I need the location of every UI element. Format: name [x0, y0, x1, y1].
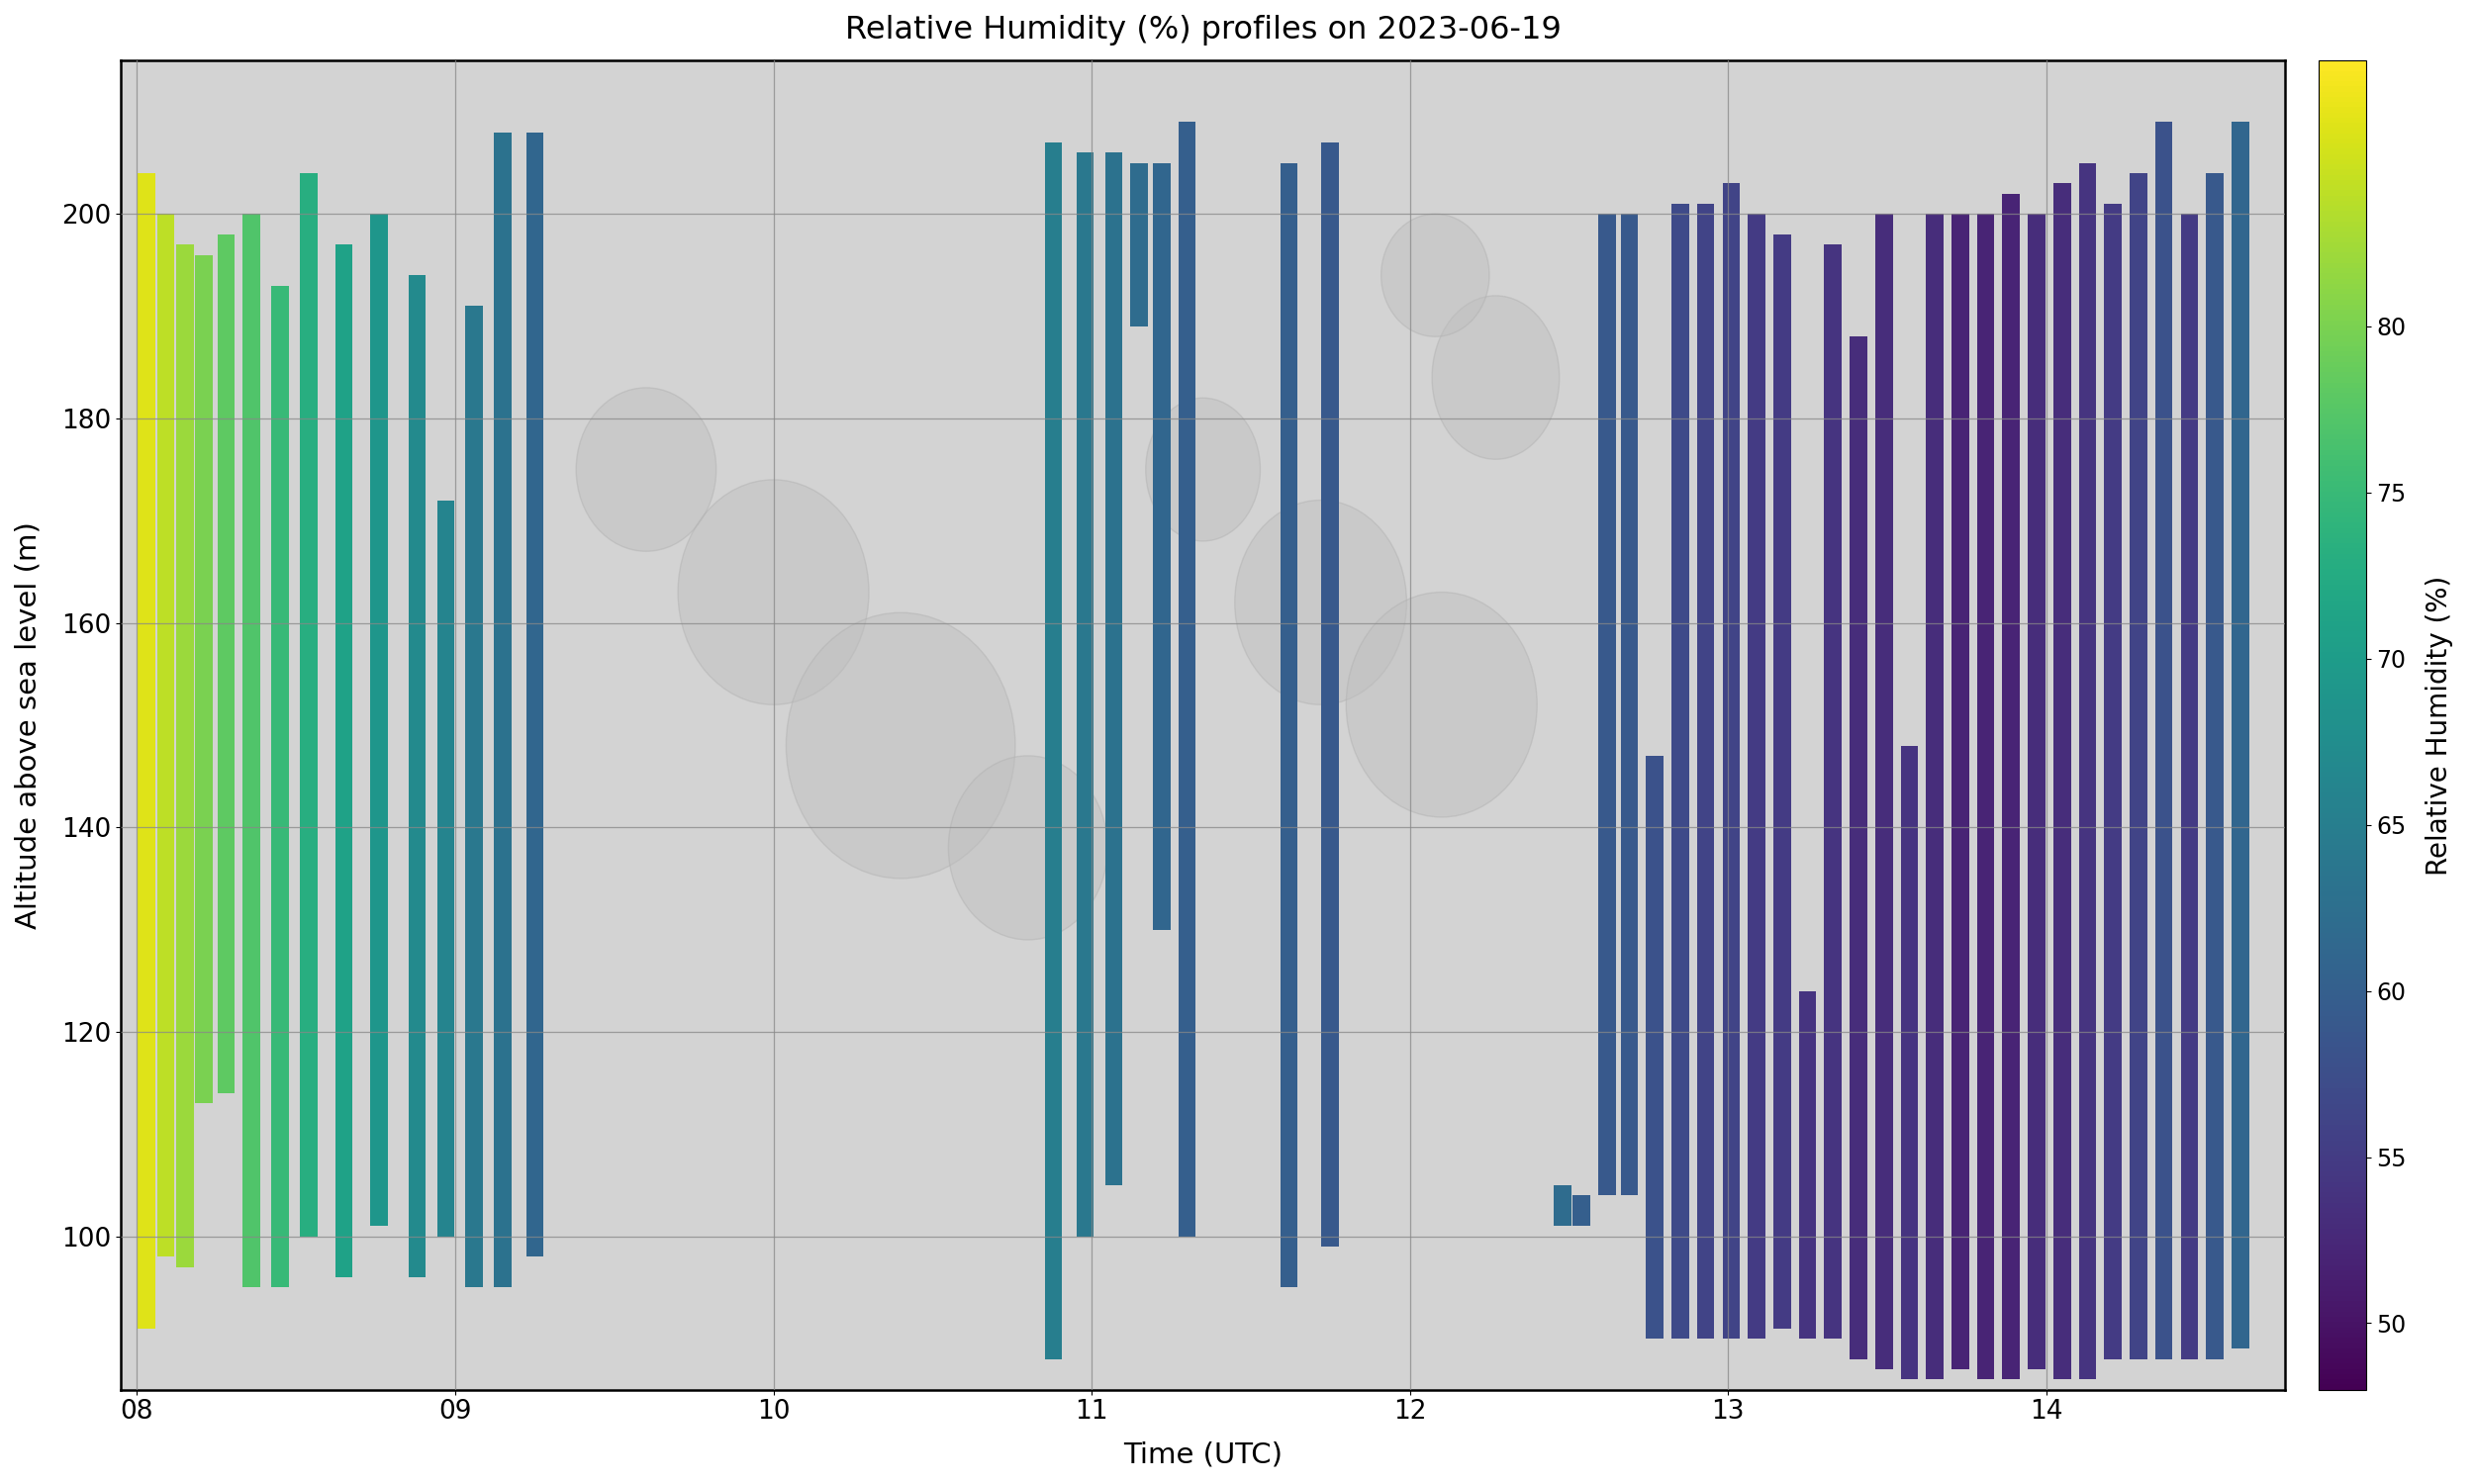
Bar — [1900, 745, 1917, 1380]
Bar — [2105, 203, 2123, 1359]
Bar — [2130, 174, 2147, 1359]
Bar — [195, 255, 213, 1104]
Bar — [299, 174, 317, 1236]
Bar — [176, 245, 193, 1267]
Bar — [1823, 245, 1841, 1339]
Ellipse shape — [1380, 214, 1489, 337]
Bar — [2207, 174, 2224, 1359]
Ellipse shape — [576, 387, 715, 551]
Bar — [495, 132, 512, 1288]
Bar — [1927, 214, 1945, 1380]
Bar — [2078, 163, 2095, 1380]
Bar — [1799, 991, 1816, 1339]
Ellipse shape — [678, 479, 868, 705]
Bar — [2180, 214, 2197, 1359]
Bar — [465, 306, 482, 1288]
Bar — [1076, 153, 1094, 1236]
Title: Relative Humidity (%) profiles on 2023-06-19: Relative Humidity (%) profiles on 2023-0… — [844, 15, 1561, 46]
Bar — [1851, 337, 1868, 1359]
Bar — [334, 245, 354, 1278]
Bar — [408, 275, 426, 1278]
Bar — [2053, 183, 2071, 1380]
Bar — [1131, 163, 1148, 326]
Bar — [1598, 214, 1616, 1196]
Ellipse shape — [948, 755, 1108, 939]
Bar — [1620, 214, 1638, 1196]
Bar — [1774, 234, 1791, 1328]
Bar — [1952, 214, 1969, 1370]
Ellipse shape — [1145, 398, 1259, 542]
Bar — [1044, 142, 1061, 1359]
Bar — [218, 234, 235, 1094]
Bar — [156, 214, 176, 1257]
Bar — [2155, 122, 2172, 1359]
Bar — [1977, 214, 1994, 1380]
Ellipse shape — [1346, 592, 1536, 818]
Bar — [438, 500, 455, 1236]
Ellipse shape — [1235, 500, 1408, 705]
Bar — [2001, 193, 2019, 1380]
X-axis label: Time (UTC): Time (UTC) — [1123, 1441, 1282, 1469]
Bar — [527, 132, 544, 1257]
Bar — [1178, 122, 1195, 1236]
Y-axis label: Altitude above sea level (m): Altitude above sea level (m) — [15, 521, 42, 929]
Bar — [371, 214, 388, 1226]
Bar — [1875, 214, 1893, 1370]
Bar — [272, 285, 289, 1288]
Ellipse shape — [1432, 295, 1559, 459]
Bar — [1645, 755, 1663, 1339]
Bar — [1106, 153, 1123, 1186]
Bar — [2029, 214, 2046, 1370]
Ellipse shape — [787, 613, 1014, 879]
Bar — [1672, 203, 1690, 1339]
Bar — [1279, 163, 1299, 1288]
Bar — [1153, 163, 1170, 929]
Bar — [242, 214, 260, 1288]
Bar — [1573, 1196, 1591, 1226]
Bar — [1697, 203, 1714, 1339]
Bar — [2232, 122, 2249, 1349]
Bar — [1554, 1186, 1571, 1226]
Bar — [1722, 183, 1739, 1339]
Bar — [1747, 214, 1766, 1339]
Bar — [139, 174, 156, 1328]
Bar — [1321, 142, 1338, 1247]
Y-axis label: Relative Humidity (%): Relative Humidity (%) — [2425, 576, 2454, 876]
